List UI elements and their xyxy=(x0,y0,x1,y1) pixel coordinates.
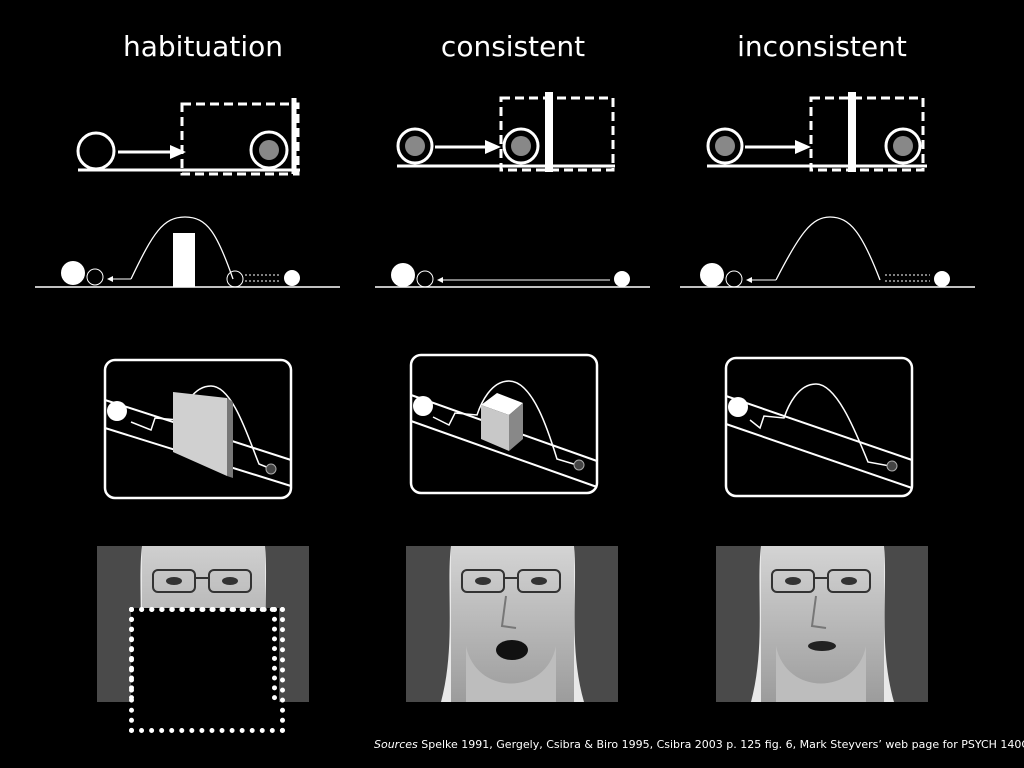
title-habituation: habituation xyxy=(123,30,283,63)
frame xyxy=(409,353,599,495)
gergely-habituation-diagram xyxy=(35,216,340,288)
occluder-dotted-frame xyxy=(129,607,285,733)
sources-prefix: Sources xyxy=(374,738,418,751)
ball-end xyxy=(502,127,540,165)
screen-outline xyxy=(180,102,300,176)
small-ball xyxy=(934,271,950,287)
motion-arrowhead xyxy=(795,140,811,154)
small-ball-ghost xyxy=(86,268,104,286)
ball-start xyxy=(396,127,434,165)
glasses-left-lens xyxy=(152,569,196,593)
small-ball xyxy=(573,459,585,471)
csibra-habituation-diagram xyxy=(103,358,293,500)
gergely-inconsistent-diagram xyxy=(680,216,975,288)
motion-arrowhead xyxy=(170,145,186,159)
large-ball xyxy=(61,261,85,285)
wall xyxy=(545,92,553,172)
face-consistent xyxy=(406,546,618,702)
large-ball xyxy=(107,401,127,421)
face-inconsistent-illustration xyxy=(716,546,928,702)
ball-end xyxy=(249,130,289,170)
occluder-box xyxy=(131,608,279,702)
cube-side xyxy=(509,403,523,451)
open-mouth xyxy=(496,640,528,660)
large-ball xyxy=(413,396,433,416)
glasses-left-lens xyxy=(771,569,815,593)
barrier xyxy=(173,233,195,287)
cube-top xyxy=(481,393,523,415)
mouth xyxy=(808,641,836,651)
csibra-consistent-diagram xyxy=(409,353,599,495)
glasses-right-lens xyxy=(208,569,252,593)
wall xyxy=(848,92,856,172)
face-consistent-illustration xyxy=(406,546,618,702)
sources-citation: Sources Spelke 1991, Gergely, Csibra & B… xyxy=(374,738,1024,751)
small-ball xyxy=(284,270,300,286)
nose xyxy=(810,595,827,629)
occluder-panel xyxy=(173,392,227,476)
small-ball-ghost xyxy=(725,270,743,288)
small-ball-ghost xyxy=(416,270,434,288)
title-consistent: consistent xyxy=(440,30,586,63)
hair-right xyxy=(884,546,928,702)
spelke-consistent-diagram xyxy=(396,92,615,172)
hair-left xyxy=(716,546,761,702)
sources-text: Spelke 1991, Gergely, Csibra & Biro 1995… xyxy=(417,738,1024,751)
frame xyxy=(724,356,914,498)
glasses-right-lens xyxy=(517,569,561,593)
large-ball xyxy=(391,263,415,287)
glasses-left-lens xyxy=(461,569,505,593)
small-ball xyxy=(614,271,630,287)
beard xyxy=(466,646,556,702)
hair-left xyxy=(406,546,451,702)
hair-right xyxy=(574,546,618,702)
gergely-consistent-diagram xyxy=(375,263,650,288)
spelke-inconsistent-diagram xyxy=(706,92,927,172)
motion-arrowhead xyxy=(485,140,501,154)
ball-end xyxy=(884,127,922,165)
nose xyxy=(500,595,517,629)
beard xyxy=(776,646,866,702)
glasses-right-lens xyxy=(827,569,871,593)
small-ball xyxy=(886,460,898,472)
face-inconsistent xyxy=(716,546,928,702)
large-ball xyxy=(728,397,748,417)
screen-outline xyxy=(809,96,925,172)
jump-path xyxy=(130,216,234,280)
ball-start xyxy=(76,131,116,171)
jump-path xyxy=(749,383,891,467)
spelke-habituation-diagram xyxy=(76,98,300,176)
title-inconsistent: inconsistent xyxy=(737,30,907,63)
jump-path xyxy=(775,216,881,281)
jump-path xyxy=(432,380,578,466)
ball-start xyxy=(706,127,744,165)
screen-outline xyxy=(499,96,615,172)
csibra-inconsistent-diagram xyxy=(724,356,914,498)
small-ball xyxy=(265,463,277,475)
large-ball xyxy=(700,263,724,287)
cube-front xyxy=(481,405,509,451)
